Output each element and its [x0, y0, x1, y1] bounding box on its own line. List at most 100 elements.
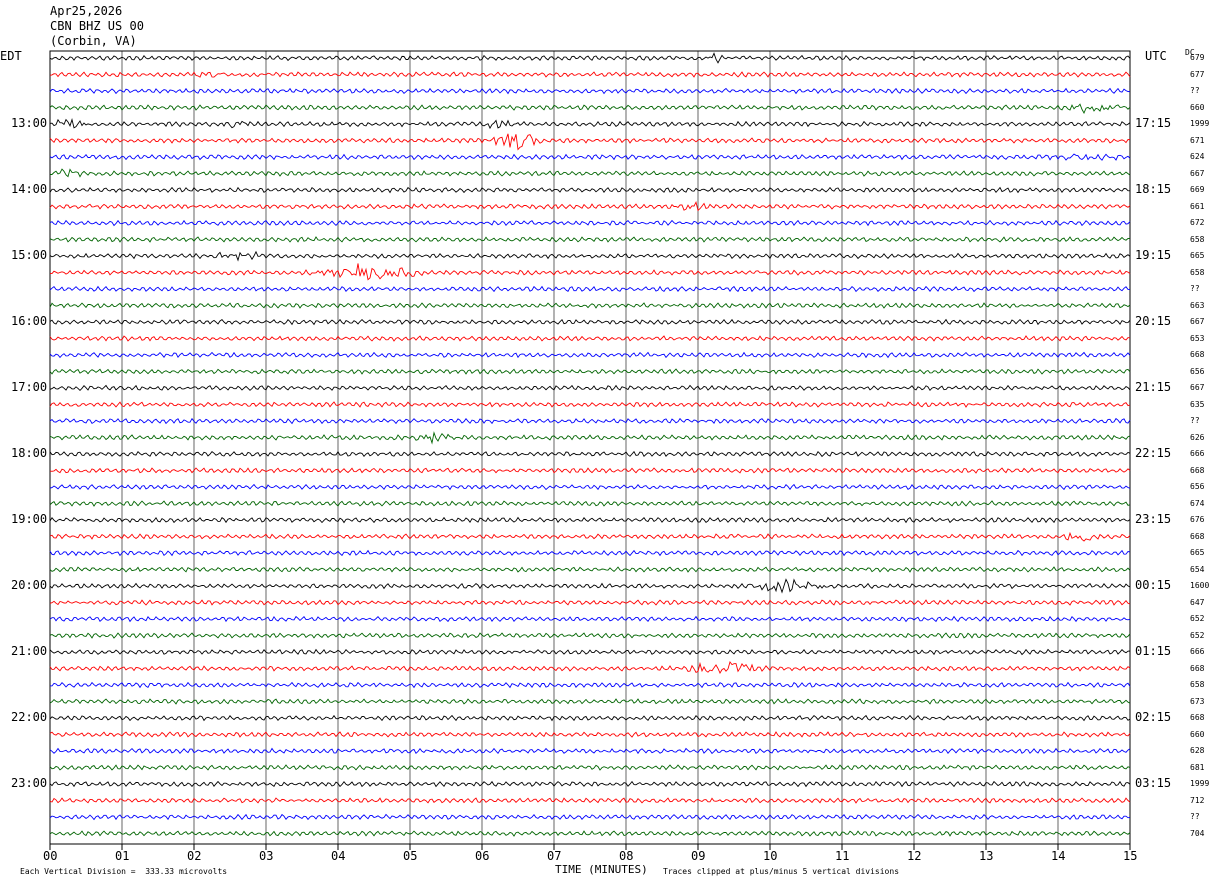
seismic-trace-38 — [49, 681, 1131, 689]
dc-offset-label: 653 — [1190, 333, 1205, 343]
seismic-trace-41 — [49, 731, 1131, 738]
x-tick-label: 10 — [763, 849, 778, 863]
right-hour-label: 03:15 — [1135, 776, 1172, 790]
grid-lines — [49, 50, 1131, 850]
clip-note: Traces clipped at plus/minus 5 vertical … — [663, 867, 900, 876]
seismic-trace-34 — [49, 615, 1131, 623]
dc-offset-label: 635 — [1190, 399, 1205, 409]
dc-offset-label: 668 — [1190, 663, 1205, 673]
dc-offset-label: 652 — [1190, 630, 1205, 640]
right-hour-label: 20:15 — [1135, 314, 1172, 328]
x-tick-label: 15 — [1123, 849, 1138, 863]
dc-offset-label: 624 — [1190, 152, 1205, 161]
right-hour-label: 00:15 — [1135, 578, 1172, 592]
x-tick-label: 06 — [475, 849, 490, 863]
x-tick-label: 12 — [907, 849, 922, 863]
seismic-trace-33 — [49, 599, 1131, 606]
dc-offset-label: 1999 — [1190, 779, 1210, 788]
seismic-trace-13 — [50, 263, 1131, 281]
seismic-trace-27 — [49, 500, 1131, 507]
seismic-traces — [49, 52, 1131, 837]
seismic-trace-25 — [49, 467, 1131, 474]
seismic-trace-26 — [49, 483, 1131, 491]
seismic-trace-17 — [49, 335, 1131, 342]
x-tick-label: 04 — [331, 849, 346, 863]
seismic-trace-7 — [50, 168, 1131, 178]
seismic-trace-3 — [49, 103, 1131, 115]
x-tick-label: 03 — [259, 849, 274, 863]
dc-offset-label: 654 — [1190, 564, 1205, 574]
x-tick-label: 13 — [979, 849, 994, 863]
seismic-trace-42 — [49, 747, 1131, 755]
header-date: Apr25,2026 — [50, 4, 123, 18]
seismic-trace-11 — [49, 236, 1131, 243]
dc-offset-label: 668 — [1190, 713, 1205, 722]
header-location: (Corbin, VA) — [50, 34, 137, 48]
left-hour-label: 20:00 — [11, 578, 48, 592]
dc-offset-label: 674 — [1190, 498, 1205, 508]
dc-offset-label: 667 — [1190, 168, 1205, 178]
seismic-trace-21 — [49, 401, 1131, 408]
left-hour-label: 18:00 — [11, 446, 48, 460]
seismic-trace-30 — [49, 549, 1131, 557]
seismic-trace-16 — [49, 318, 1131, 326]
dc-offset-label: 681 — [1190, 762, 1205, 772]
seismic-trace-12 — [49, 250, 1131, 262]
seismic-trace-35 — [49, 632, 1131, 639]
seismic-trace-23 — [49, 431, 1131, 445]
dc-offset-label: 667 — [1190, 383, 1205, 392]
left-hour-label: 22:00 — [11, 710, 48, 724]
seismic-trace-24 — [49, 450, 1131, 458]
dc-offset-label: 658 — [1190, 267, 1205, 277]
dc-offset-label: 712 — [1190, 795, 1205, 805]
seismic-trace-47 — [49, 830, 1131, 837]
dc-offset-label: 1600 — [1190, 581, 1210, 590]
dc-offset-label: 660 — [1190, 729, 1205, 739]
dc-offset-label: ?? — [1190, 416, 1200, 425]
dc-offset-label: 679 — [1190, 53, 1205, 62]
right-hour-label: 23:15 — [1135, 512, 1172, 526]
right-hour-label: 19:15 — [1135, 248, 1172, 262]
right-hour-label: 22:15 — [1135, 446, 1172, 460]
dc-offset-label: 666 — [1190, 449, 1205, 458]
seismic-trace-43 — [49, 764, 1131, 771]
dc-offset-label: 628 — [1190, 746, 1205, 755]
dc-offset-label: 677 — [1190, 69, 1205, 79]
dc-offset-label: ?? — [1190, 812, 1200, 821]
seismic-trace-40 — [49, 714, 1131, 722]
dc-offset-label: ?? — [1190, 86, 1200, 95]
dc-offset-label: 668 — [1190, 350, 1205, 359]
seismic-trace-8 — [49, 186, 1131, 194]
seismic-trace-39 — [49, 698, 1131, 705]
left-hour-label: 19:00 — [11, 512, 48, 526]
seismic-trace-46 — [49, 813, 1131, 821]
dc-offset-label: 676 — [1190, 515, 1205, 524]
dc-offset-label: 671 — [1190, 135, 1205, 145]
x-tick-label: 09 — [691, 849, 706, 863]
seismic-trace-4 — [49, 117, 1131, 130]
seismic-trace-1 — [49, 71, 1131, 78]
dc-offset-label: 1999 — [1190, 119, 1210, 128]
seismic-trace-20 — [49, 384, 1131, 392]
seismic-trace-22 — [49, 417, 1131, 425]
dc-offset-label: 672 — [1190, 218, 1205, 227]
dc-label: DC — [1185, 48, 1195, 57]
x-tick-label: 05 — [403, 849, 418, 863]
dc-offset-label: 667 — [1190, 317, 1205, 326]
seismic-trace-2 — [49, 87, 1131, 95]
dc-offset-label: 658 — [1190, 680, 1205, 689]
x-tick-label: 01 — [115, 849, 130, 863]
dc-offset-label: 663 — [1190, 300, 1205, 310]
seismic-trace-0 — [49, 52, 1131, 64]
left-hour-label: 21:00 — [11, 644, 48, 658]
seismic-trace-36 — [49, 648, 1131, 656]
dc-offset-label: ?? — [1190, 284, 1200, 293]
dc-offset-label: 673 — [1190, 696, 1205, 706]
dc-offset-label: 704 — [1190, 828, 1205, 838]
dc-offset-label: 626 — [1190, 432, 1205, 442]
x-tick-label: 07 — [547, 849, 562, 863]
right-hour-label: 21:15 — [1135, 380, 1172, 394]
left-hour-label: 23:00 — [11, 776, 48, 790]
seismic-trace-6 — [49, 153, 1131, 161]
